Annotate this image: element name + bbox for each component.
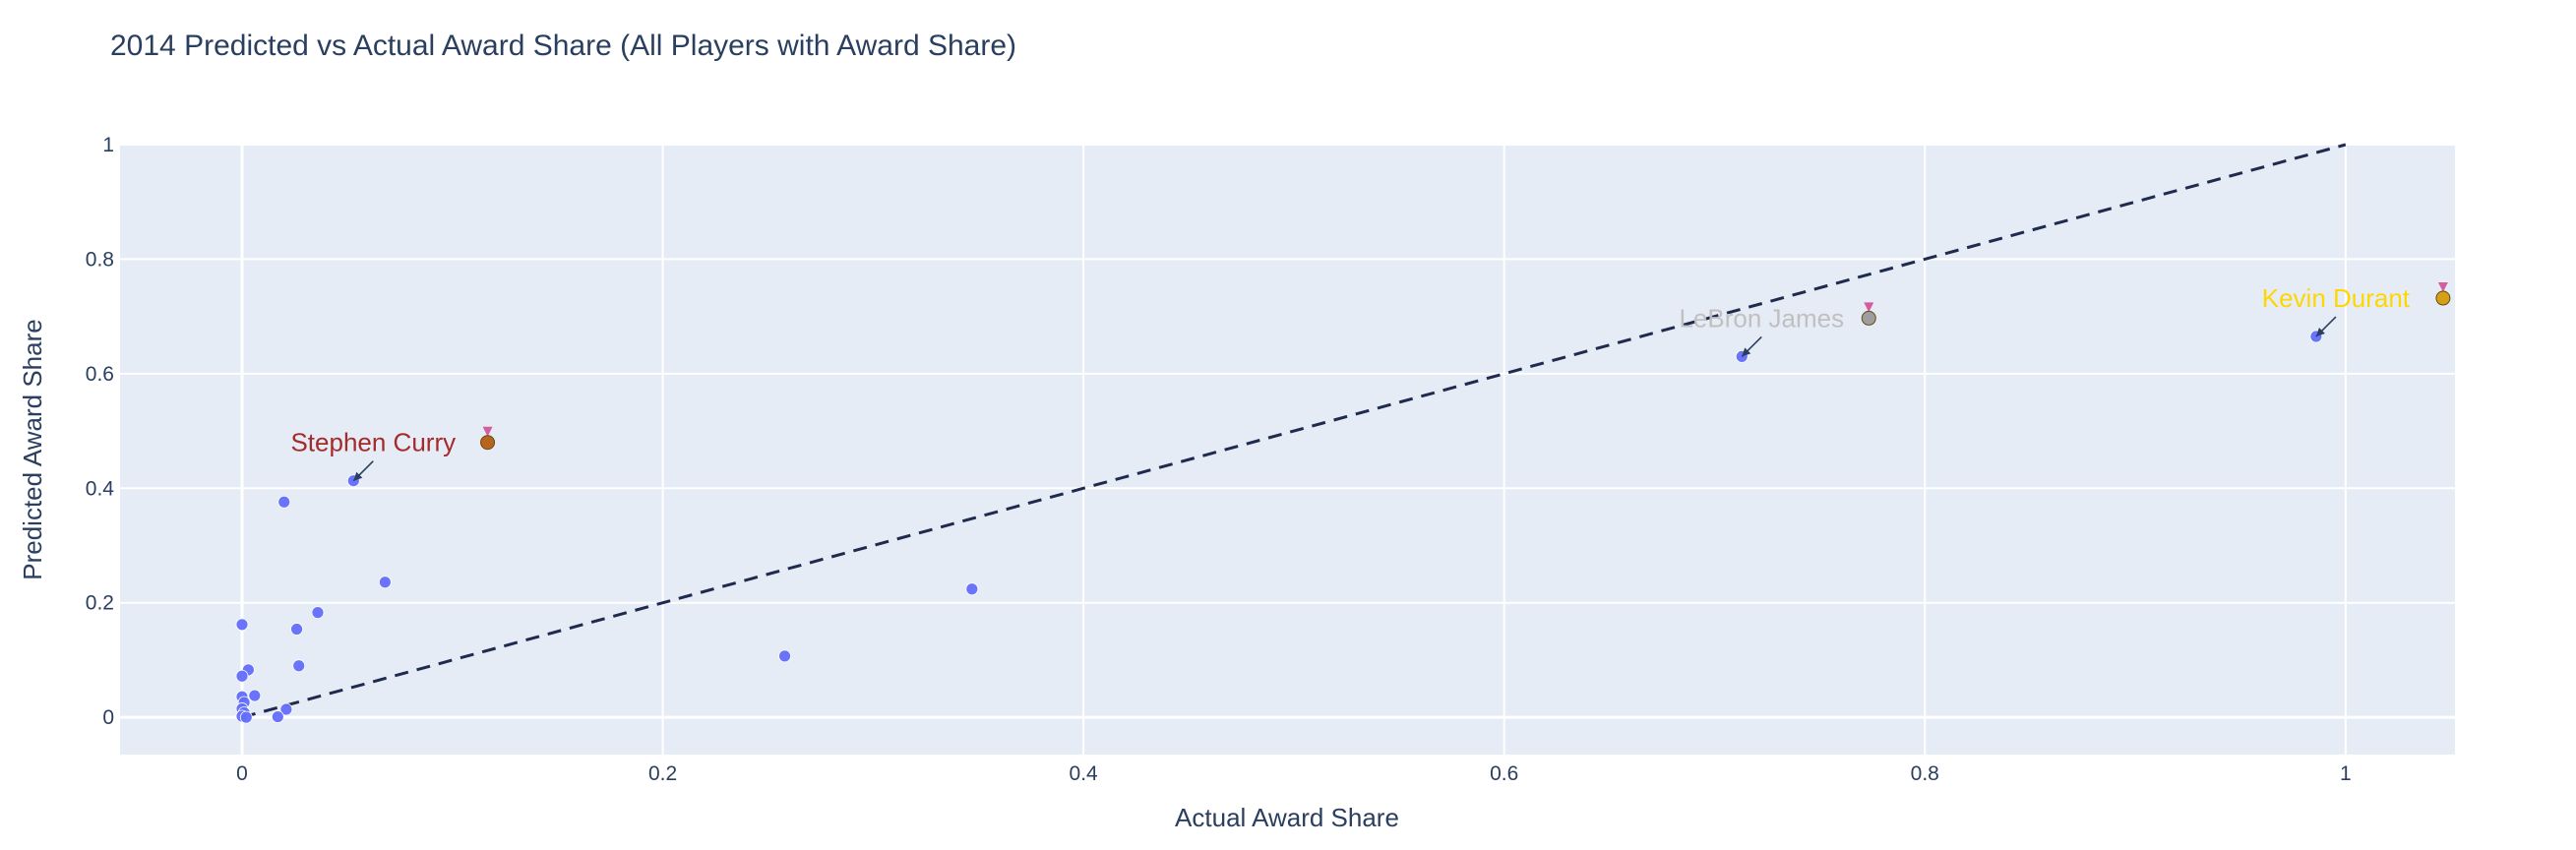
medal-ribbon (1864, 302, 1874, 313)
x-tick-label: 0.8 (1911, 762, 1939, 785)
annotation-arrowhead (1742, 347, 1751, 357)
y-tick-label: 0.2 (86, 592, 114, 615)
data-point (290, 623, 303, 636)
bronze-medal-icon (480, 426, 496, 451)
x-tick-label: 0 (236, 762, 248, 785)
x-tick-label: 0.4 (1070, 762, 1099, 785)
data-point (311, 606, 325, 620)
annotation-label: Kevin Durant (2262, 283, 2411, 313)
annotation-label: Stephen Curry (290, 428, 456, 457)
data-point (248, 689, 262, 702)
medal-ribbon (2437, 282, 2448, 293)
data-point (378, 576, 392, 589)
y-axis-ticks: 0 0.2 0.4 0.6 0.8 1 (86, 134, 115, 729)
x-tick-label: 1 (2340, 762, 2352, 785)
data-point (277, 495, 291, 509)
y-tick-label: 0.4 (86, 477, 115, 500)
reference-line (241, 143, 2347, 719)
silver-medal-icon (1861, 302, 1876, 326)
medal-disc (480, 435, 496, 451)
annotation-arrowhead (2315, 328, 2325, 337)
x-axis-ticks: 0 0.2 0.4 0.6 0.8 1 (236, 762, 2352, 785)
zero-lines (120, 145, 2455, 755)
data-point (271, 710, 284, 723)
data-point (279, 702, 293, 716)
data-point (239, 710, 253, 724)
data-point (292, 659, 306, 673)
medal-ribbon (482, 426, 493, 437)
y-tick-label: 0.6 (86, 363, 114, 386)
data-point (235, 618, 249, 632)
annotations: Kevin Durant LeBron James Stephen Curry (290, 282, 2451, 482)
chart-title: 2014 Predicted vs Actual Award Share (Al… (110, 30, 1016, 62)
annotation-arrowhead (353, 471, 363, 481)
data-point (965, 582, 979, 596)
x-tick-label: 0.2 (648, 762, 677, 785)
gold-medal-icon (2435, 282, 2451, 306)
data-point (235, 669, 249, 683)
x-tick-label: 0.6 (1490, 762, 1518, 785)
medal-disc (2435, 290, 2451, 306)
x-axis-title: Actual Award Share (1175, 803, 1399, 832)
y-tick-label: 0 (102, 706, 114, 729)
data-point (778, 649, 791, 663)
medal-disc (1861, 310, 1876, 326)
plot-area (120, 145, 2455, 755)
grid-lines (120, 144, 2455, 755)
y-tick-label: 1 (102, 134, 114, 156)
y-tick-label: 0.8 (86, 248, 114, 271)
annotation-label: LeBron James (1679, 303, 1844, 333)
y-axis-title: Predicted Award Share (18, 319, 47, 579)
